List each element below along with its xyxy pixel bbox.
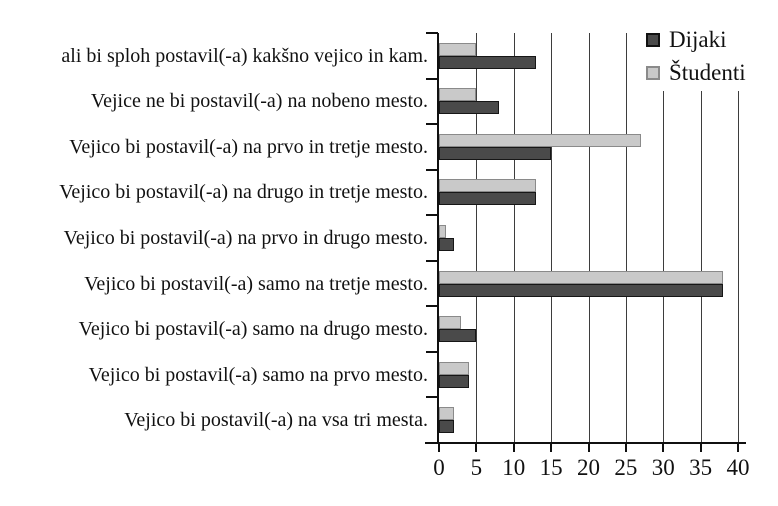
- legend-label: Študenti: [669, 60, 746, 85]
- bar-dijaki: [439, 146, 552, 160]
- x-axis-tick: [587, 444, 590, 452]
- bar-studenti: [439, 361, 469, 375]
- x-axis-tick: [737, 444, 739, 452]
- category-label: Vejico bi postavil(-a) na drugo in tretj…: [59, 181, 428, 204]
- y-axis-tick: [426, 259, 438, 262]
- bar-studenti: [439, 270, 724, 284]
- bar-studenti: [439, 179, 537, 193]
- y-axis-tick: [426, 396, 438, 399]
- dijaki-swatch-icon: [646, 33, 660, 47]
- x-axis-tick: [438, 444, 440, 452]
- gridline: [738, 33, 739, 443]
- y-axis-tick: [426, 123, 438, 126]
- y-axis-line: [437, 33, 439, 443]
- y-axis-tick: [426, 350, 438, 353]
- x-axis-tick: [662, 444, 665, 452]
- bar-studenti: [439, 407, 454, 421]
- category-label: Vejico bi postavil(-a) na vsa tri mesta.: [124, 409, 428, 432]
- bar-dijaki: [439, 374, 469, 388]
- bar-studenti: [439, 225, 447, 238]
- legend-label: Dijaki: [669, 27, 727, 52]
- x-axis-tick: [475, 444, 478, 452]
- category-label: Vejico bi postavil(-a) samo na drugo mes…: [78, 318, 428, 341]
- legend-item-studenti: Študenti: [646, 61, 746, 85]
- category-label: Vejice ne bi postavil(-a) na nobeno mest…: [90, 90, 428, 113]
- gridline: [551, 33, 553, 443]
- studenti-swatch-icon: [646, 66, 660, 80]
- category-label: Vejico bi postavil(-a) samo na prvo mest…: [88, 363, 428, 386]
- x-axis-line: [425, 442, 746, 444]
- category-label: Vejico bi postavil(-a) na prvo in tretje…: [69, 135, 428, 158]
- x-tick-label: 0: [433, 455, 445, 480]
- bar-dijaki: [439, 420, 454, 434]
- x-axis-tick: [550, 444, 553, 452]
- x-tick-label: 5: [470, 455, 483, 480]
- x-tick-label: 30: [651, 455, 675, 480]
- gridline: [700, 33, 702, 443]
- gridline: [513, 33, 515, 443]
- y-axis-tick: [426, 77, 438, 80]
- x-axis-tick: [699, 444, 702, 452]
- category-label: ali bi sploh postavil(-a) kakšno vejico …: [61, 44, 428, 67]
- y-axis-tick: [426, 305, 438, 308]
- x-tick-label: 40: [726, 455, 750, 480]
- bar-dijaki: [439, 192, 537, 206]
- category-label: Vejico bi postavil(-a) na prvo in drugo …: [63, 227, 428, 249]
- x-tick-label: 25: [614, 455, 638, 480]
- y-axis-tick: [426, 32, 438, 34]
- bar-studenti: [439, 133, 641, 147]
- x-tick-label: 15: [539, 455, 563, 480]
- bar-dijaki: [439, 101, 499, 115]
- bar-dijaki: [439, 283, 724, 297]
- gridline: [476, 33, 478, 443]
- x-tick-label: 10: [502, 455, 526, 480]
- x-tick-label: 35: [689, 455, 713, 480]
- gridline: [663, 33, 665, 443]
- x-axis-tick: [624, 444, 627, 452]
- gridline: [625, 33, 627, 443]
- bar-studenti: [439, 42, 477, 56]
- x-tick-label: 20: [577, 455, 600, 480]
- y-axis-tick: [426, 214, 438, 217]
- y-axis-tick: [426, 168, 438, 171]
- bar-dijaki: [439, 329, 477, 343]
- gridline: [588, 33, 590, 443]
- legend-item-dijaki: Dijaki: [646, 28, 746, 52]
- bar-dijaki: [439, 238, 454, 251]
- bar-studenti: [439, 88, 477, 102]
- x-axis-tick: [512, 444, 515, 452]
- bar-dijaki: [439, 55, 537, 69]
- bar-studenti: [439, 316, 462, 330]
- category-label: Vejico bi postavil(-a) samo na tretje me…: [84, 272, 428, 295]
- legend: Dijaki Študenti: [640, 24, 754, 91]
